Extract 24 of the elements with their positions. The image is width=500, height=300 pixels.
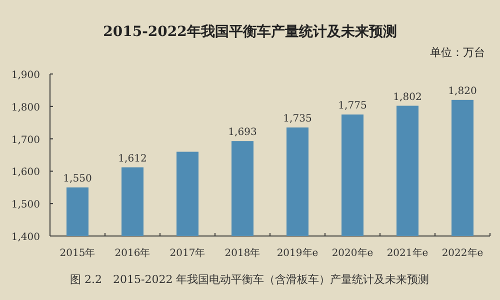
x-tick-label: 2016年 [114, 247, 150, 259]
y-tick-label: 1,800 [11, 102, 40, 114]
x-tick-label: 2019年e [276, 247, 318, 259]
chart-subtitle: 单位：万台 [430, 46, 485, 59]
data-label: 1,735 [283, 113, 312, 124]
x-tick-label: 2020年e [332, 247, 374, 259]
data-label: 1,550 [63, 173, 92, 184]
caption: 图 2.2 2015-2022 年我国电动平衡车（含滑板车）产量统计及未来预测 [70, 273, 430, 286]
data-label: 1,820 [448, 86, 477, 97]
y-tick-label: 1,500 [11, 200, 40, 211]
x-tick-label: 2022年e [442, 247, 484, 259]
data-label: 1,802 [393, 92, 422, 103]
chart-title: 2015-2022年我国平衡车产量统计及未来预测 [103, 23, 397, 40]
y-tick-label: 1,900 [11, 70, 40, 81]
x-tick-label: 2018年 [224, 247, 260, 259]
data-label: 1,612 [118, 153, 147, 164]
x-tick-label: 2015年 [60, 247, 96, 259]
y-tick-label: 1,700 [11, 134, 40, 146]
y-tick-label: 1,600 [11, 167, 40, 178]
data-label: 1,775 [338, 100, 367, 112]
x-tick-label: 2017年 [170, 247, 206, 259]
data-label: 1,693 [228, 127, 257, 138]
x-tick-label: 2021年e [386, 247, 428, 259]
y-tick-label: 1,400 [11, 232, 40, 243]
